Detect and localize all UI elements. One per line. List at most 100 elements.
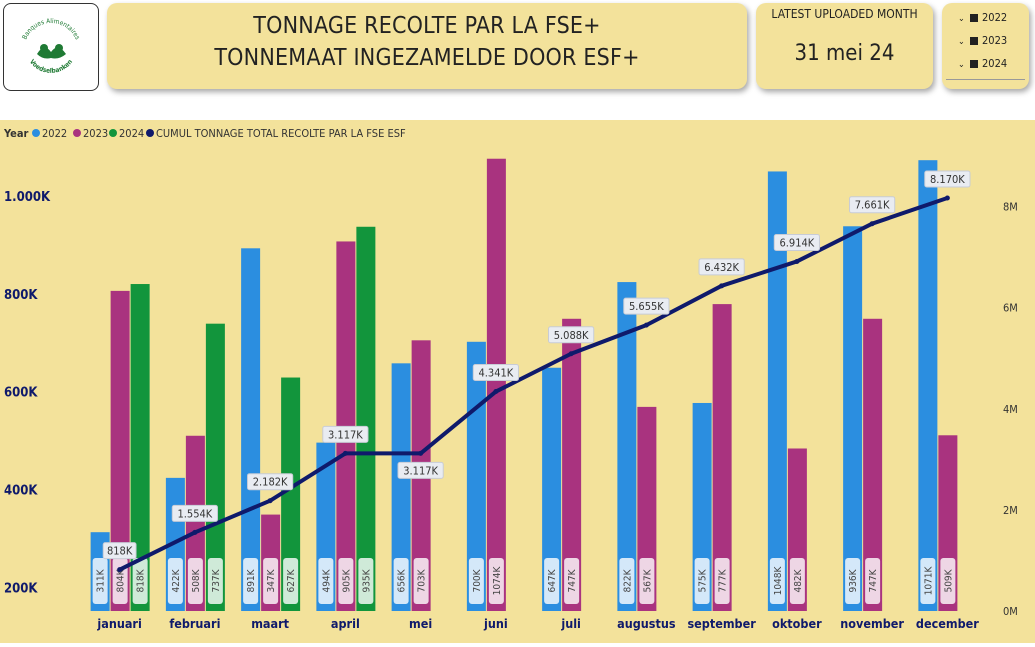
bar-2024 [205, 323, 225, 611]
checkbox-icon[interactable] [970, 14, 978, 22]
cumul-label-box [548, 326, 595, 344]
x-tick-label: juli [560, 616, 581, 631]
bar-label: 509K [943, 568, 954, 592]
bar-label-box [564, 558, 580, 604]
checkbox-icon[interactable] [970, 37, 978, 45]
bar-label-box [207, 558, 223, 604]
x-tick-label: augustus [617, 616, 676, 631]
cumul-point [944, 195, 950, 201]
cumul-label: 7.661K [855, 199, 890, 212]
bar-label-box [338, 558, 354, 604]
cumul-label: 8.170K [930, 173, 965, 186]
cumul-label-box [623, 297, 670, 315]
y-right-tick-label: 2M [1003, 504, 1018, 517]
cumul-line [118, 196, 949, 572]
bar-2022 [843, 226, 863, 611]
cumul-point [342, 450, 348, 456]
bar-2023 [486, 158, 506, 611]
legend-dot-2023 [73, 129, 81, 137]
bar-label-box [488, 558, 504, 604]
bar-label: 575K [698, 568, 709, 592]
bar-label-box [468, 558, 484, 604]
bar-label: 482K [793, 568, 804, 592]
cumul-point [267, 498, 273, 504]
legend-dot-2022 [32, 129, 40, 137]
bar-label: 347K [266, 568, 277, 592]
bar-label: 818K [136, 568, 147, 592]
bar-label: 567K [642, 568, 653, 592]
legend-2022: 2022 [42, 127, 67, 140]
x-tick-label: september [687, 616, 756, 631]
chart-panel: Year 2022 2023 2024 CUMUL TONNAGE TOTAL … [0, 120, 1035, 643]
x-tick-label: juni [483, 616, 508, 631]
bar-2023 [712, 304, 732, 611]
bar-label: 822K [622, 568, 633, 592]
bar-label-box [845, 558, 861, 604]
title-line-fr: TONNAGE RECOLTE PAR LA FSE+ [253, 13, 601, 39]
y-left-tick-label: 200K [4, 582, 38, 597]
title-card: TONNAGE RECOLTE PAR LA FSE+ TONNEMAAT IN… [107, 3, 747, 89]
cumul-label: 5.655K [629, 300, 664, 313]
slicer-item-2024[interactable]: ⌄ 2024 [958, 57, 1008, 70]
bar-label-box [544, 558, 560, 604]
slicer-item-2023[interactable]: ⌄ 2023 [958, 34, 1008, 47]
cumul-label: 3.117K [403, 464, 438, 477]
bar-label: 777K [718, 568, 729, 592]
bar-label-box [639, 558, 655, 604]
y-left-tick-label: 800K [4, 288, 38, 303]
bar-label: 905K [341, 568, 352, 592]
y-left-tick-label: 400K [4, 484, 38, 499]
y-left-tick-label: 1.000K [4, 190, 51, 205]
slicer-item-2022[interactable]: ⌄ 2022 [958, 11, 1008, 24]
cumul-label-box [698, 258, 745, 276]
bar-label-box [920, 558, 936, 604]
bar-label-box [413, 558, 429, 604]
bar-label: 647K [547, 568, 558, 592]
bar-label: 1074K [492, 566, 503, 596]
bar-label-box [769, 558, 785, 604]
legend-dot-cumul [146, 129, 154, 137]
chevron-down-icon[interactable]: ⌄ [958, 37, 965, 47]
cumul-label-box [924, 170, 971, 188]
logo-emblem: Banques Alimentaires Voedselbanken [17, 17, 85, 85]
year-slicer[interactable]: ⌄ 2022 ⌄ 2023 ⌄ 2024 [942, 3, 1029, 89]
x-tick-label: november [840, 616, 904, 631]
bar-label-box [243, 558, 259, 604]
bar-label-box [167, 558, 183, 604]
bar-label: 891K [246, 568, 257, 592]
cumul-label-box [102, 542, 137, 560]
cumul-point [719, 283, 725, 289]
bar-label: 311K [96, 568, 107, 592]
bar-2022 [241, 248, 261, 612]
bar-2023 [863, 318, 883, 611]
cumul-label: 1.554K [177, 507, 212, 520]
cumul-label-box [247, 473, 294, 491]
cumul-point [192, 529, 198, 535]
cumul-point [568, 351, 574, 357]
bar-2023 [562, 318, 582, 611]
bar-label: 494K [321, 568, 332, 592]
bar-label-box [283, 558, 299, 604]
title-line-nl: TONNEMAAT INGEZAMELDE DOOR ESF+ [214, 45, 640, 71]
bar-label: 1048K [773, 566, 784, 596]
checkbox-icon[interactable] [970, 60, 978, 68]
bar-2024 [281, 377, 301, 611]
legend[interactable]: Year 2022 2023 2024 CUMUL TONNAGE TOTAL … [3, 127, 406, 140]
x-tick-label: mei [409, 616, 432, 631]
cumul-label-box [472, 364, 519, 382]
bar-label-box [393, 558, 409, 604]
x-tick-label: oktober [772, 616, 822, 631]
x-tick-label: januari [96, 616, 141, 631]
chevron-down-icon[interactable]: ⌄ [958, 14, 965, 24]
cumul-label: 818K [107, 545, 133, 558]
chevron-down-icon[interactable]: ⌄ [958, 60, 965, 70]
slicer-scroll-hint[interactable] [946, 79, 1025, 80]
bar-2022 [918, 160, 938, 611]
latest-month-card: LATEST UPLOADED MONTH 31 mei 24 [756, 3, 933, 89]
bar-label-box [358, 558, 374, 604]
x-tick-label: december [916, 616, 979, 631]
x-tick-label: maart [251, 616, 289, 631]
bar-label: 747K [868, 568, 879, 592]
legend-title: Year [3, 127, 29, 140]
bar-2022 [542, 367, 562, 611]
